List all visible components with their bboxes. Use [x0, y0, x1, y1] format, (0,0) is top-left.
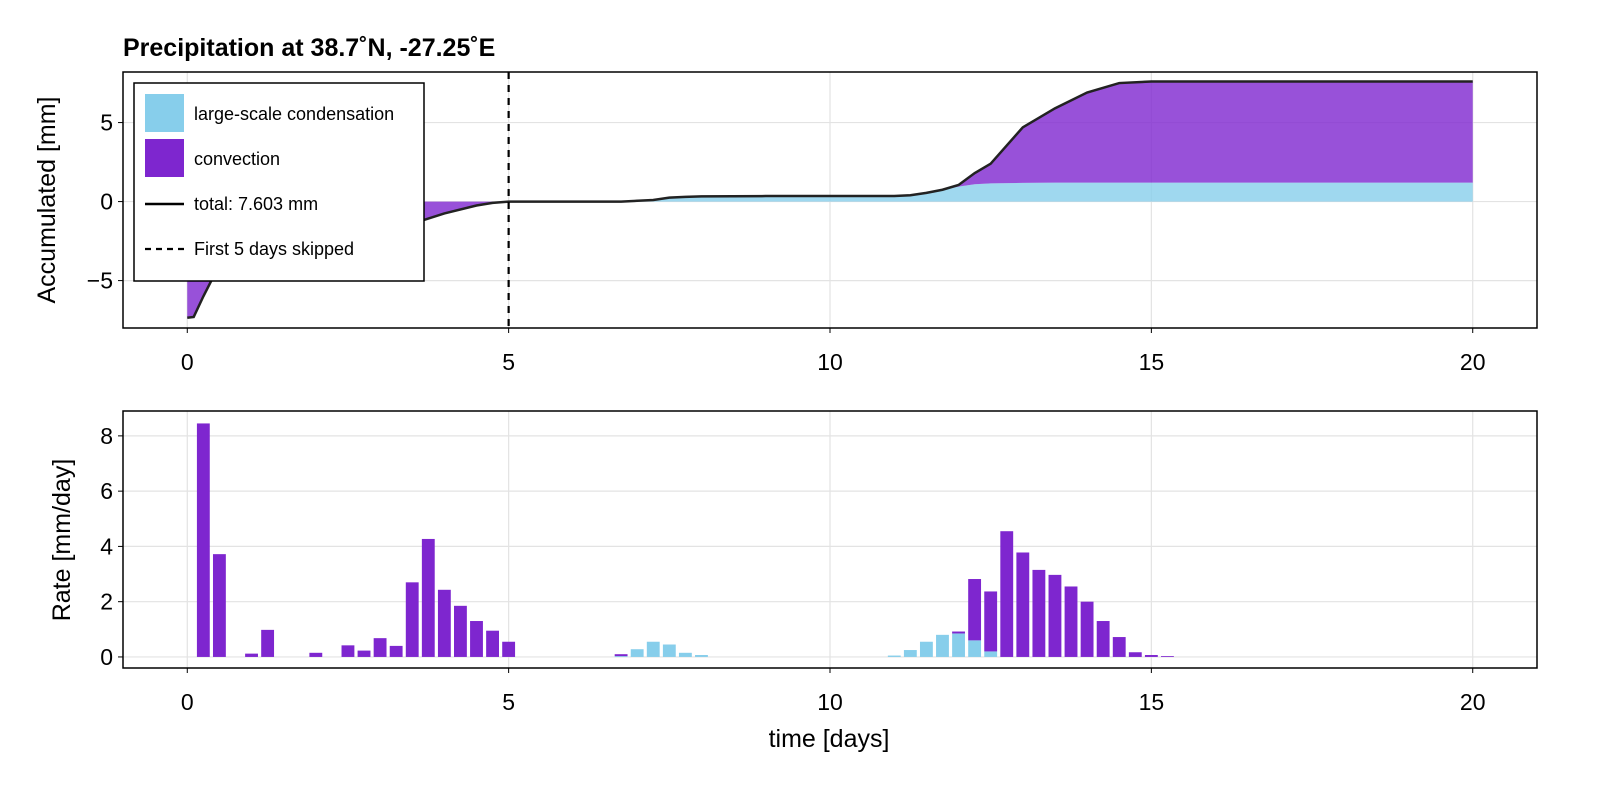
- rate-panel: 0 5 10 15 20 0 2 4 6 8 time [days] Rate [mm/day]: [48, 410, 1538, 753]
- bar-convection: [309, 652, 323, 657]
- bottom-x-tick-label: 15: [1139, 689, 1165, 715]
- legend-label-convection: convection: [194, 149, 280, 169]
- top-y-ticks: −5 0 5: [87, 110, 123, 294]
- bar-convection: [1000, 531, 1014, 657]
- bar-convection: [1032, 569, 1046, 657]
- top-x-tick-label: 10: [817, 349, 843, 375]
- bar-large-scale: [887, 655, 901, 657]
- legend: large-scale condensation convection tota…: [133, 82, 425, 282]
- bottom-y-tick-label: 8: [100, 423, 113, 449]
- bottom-x-ticks: 0 5 10 15 20: [181, 668, 1486, 715]
- bar-convection: [1080, 601, 1094, 657]
- bottom-y-axis-label: Rate [mm/day]: [48, 459, 76, 622]
- bar-convection: [1161, 656, 1174, 657]
- bottom-grid: [123, 411, 1537, 668]
- bar-convection: [1096, 621, 1110, 657]
- top-y-tick-label: 0: [100, 189, 113, 215]
- top-x-tick-label: 15: [1139, 349, 1165, 375]
- bottom-y-tick-label: 0: [100, 644, 113, 670]
- bar-large-scale: [919, 641, 933, 657]
- bar-large-scale: [903, 650, 917, 657]
- bar-convection: [245, 653, 258, 657]
- bottom-y-tick-label: 2: [100, 589, 113, 615]
- bar-convection: [405, 582, 419, 657]
- bar-convection: [341, 645, 355, 657]
- bar-convection: [968, 579, 982, 641]
- top-x-tick-label: 5: [502, 349, 515, 375]
- bar-large-scale: [968, 640, 982, 657]
- accumulated-panel: 0 5 10 15 20 −5 0 5 Precipitation at 38.7˚N, -…: [33, 34, 1538, 375]
- rate-bars: [196, 423, 1174, 657]
- bar-convection: [437, 589, 451, 657]
- bar-convection: [1016, 552, 1030, 657]
- bar-convection: [1064, 586, 1078, 657]
- bar-convection: [1048, 574, 1062, 657]
- top-areas: [187, 81, 1473, 318]
- bar-convection: [1128, 652, 1142, 657]
- bottom-x-tick-label: 5: [502, 689, 515, 715]
- bar-convection: [486, 630, 499, 657]
- bar-large-scale: [630, 649, 644, 657]
- bar-large-scale: [662, 644, 676, 657]
- bar-convection: [614, 654, 628, 657]
- bar-large-scale: [646, 641, 660, 657]
- bar-convection: [1144, 655, 1158, 657]
- convection-area: [187, 81, 1473, 318]
- bar-convection: [389, 645, 403, 657]
- x-axis-label: time [days]: [769, 725, 890, 753]
- bottom-x-tick-label: 10: [817, 689, 843, 715]
- bar-large-scale: [614, 656, 628, 657]
- top-y-tick-label: −5: [87, 268, 113, 294]
- bottom-x-tick-label: 0: [181, 689, 194, 715]
- bar-convection: [952, 631, 965, 634]
- large-scale-area: [187, 182, 1473, 202]
- bottom-y-ticks: 0 2 4 6 8: [100, 423, 123, 670]
- chart-title: Precipitation at 38.7˚N, -27.25˚E: [123, 34, 495, 62]
- top-y-tick-label: 5: [100, 110, 113, 136]
- legend-swatch-convection: [145, 139, 184, 177]
- bar-convection: [261, 629, 275, 657]
- legend-label-large-scale: large-scale condensation: [194, 104, 394, 124]
- bar-large-scale: [952, 633, 965, 657]
- bar-large-scale: [678, 652, 692, 657]
- bar-convection: [212, 554, 226, 657]
- bar-convection: [373, 638, 387, 657]
- top-x-tick-label: 20: [1460, 349, 1486, 375]
- bar-convection: [196, 423, 210, 657]
- bar-large-scale: [695, 655, 708, 657]
- bar-convection: [984, 591, 998, 652]
- bottom-y-tick-label: 6: [100, 478, 113, 504]
- legend-label-skipped: First 5 days skipped: [194, 239, 354, 259]
- bar-convection: [502, 641, 516, 657]
- legend-swatch-large-scale: [145, 94, 184, 132]
- bottom-x-tick-label: 20: [1460, 689, 1486, 715]
- bar-convection: [1112, 637, 1126, 657]
- bar-convection: [470, 621, 483, 657]
- legend-label-total: total: 7.603 mm: [194, 194, 318, 214]
- bar-convection: [421, 538, 435, 657]
- bar-convection: [357, 650, 371, 657]
- bar-convection: [454, 605, 467, 657]
- top-x-tick-label: 0: [181, 349, 194, 375]
- top-x-ticks: 0 5 10 15 20: [181, 328, 1486, 375]
- top-y-axis-label: Accumulated [mm]: [33, 96, 61, 303]
- bar-large-scale: [936, 634, 949, 657]
- bottom-y-tick-label: 4: [100, 533, 113, 559]
- bar-large-scale: [984, 651, 998, 657]
